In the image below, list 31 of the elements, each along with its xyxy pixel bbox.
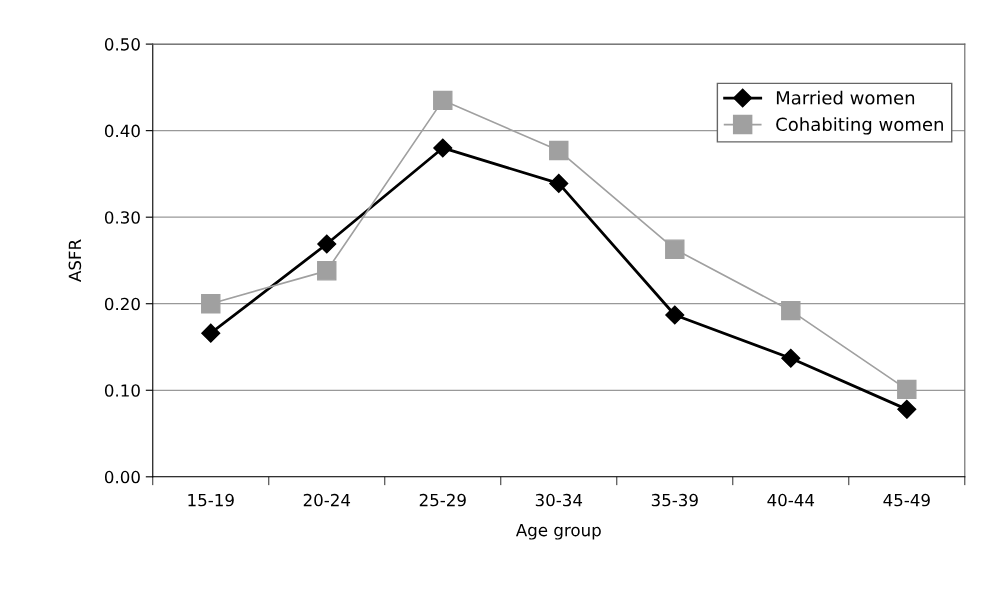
point bbox=[665, 305, 685, 325]
y-axis-title: ASFR bbox=[68, 239, 82, 282]
x-tick-label: 30-34 bbox=[535, 493, 583, 507]
y-tick-label: 0.50 bbox=[104, 38, 140, 51]
point bbox=[317, 234, 337, 254]
y-tick-label: 0.40 bbox=[104, 124, 140, 138]
x-tick-label: 15-19 bbox=[188, 493, 234, 507]
legend-label: Married women bbox=[776, 90, 915, 105]
point bbox=[781, 348, 801, 368]
y-tick-label: 0.20 bbox=[104, 297, 140, 311]
point bbox=[433, 138, 453, 158]
y-tick-label: 0.00 bbox=[104, 470, 140, 484]
x-axis-title: Age group bbox=[515, 524, 601, 540]
point bbox=[549, 173, 569, 193]
x-tick-label: 35-39 bbox=[651, 493, 698, 507]
point bbox=[897, 379, 917, 400]
x-tick-label: 25-29 bbox=[419, 493, 466, 507]
point bbox=[781, 300, 801, 321]
point bbox=[201, 293, 221, 314]
point bbox=[665, 239, 685, 259]
x-tick-label: 40-44 bbox=[767, 493, 815, 507]
point bbox=[317, 261, 337, 281]
point bbox=[897, 399, 917, 419]
x-tick-label: 45-49 bbox=[883, 493, 930, 507]
point bbox=[201, 323, 221, 343]
point bbox=[433, 90, 453, 111]
x-tick-label: 20-24 bbox=[303, 493, 351, 507]
y-tick-label: 0.10 bbox=[104, 384, 140, 397]
y-tick-label: 0.30 bbox=[104, 211, 140, 224]
point bbox=[549, 140, 569, 161]
legend-label: Cohabiting women bbox=[776, 117, 943, 135]
